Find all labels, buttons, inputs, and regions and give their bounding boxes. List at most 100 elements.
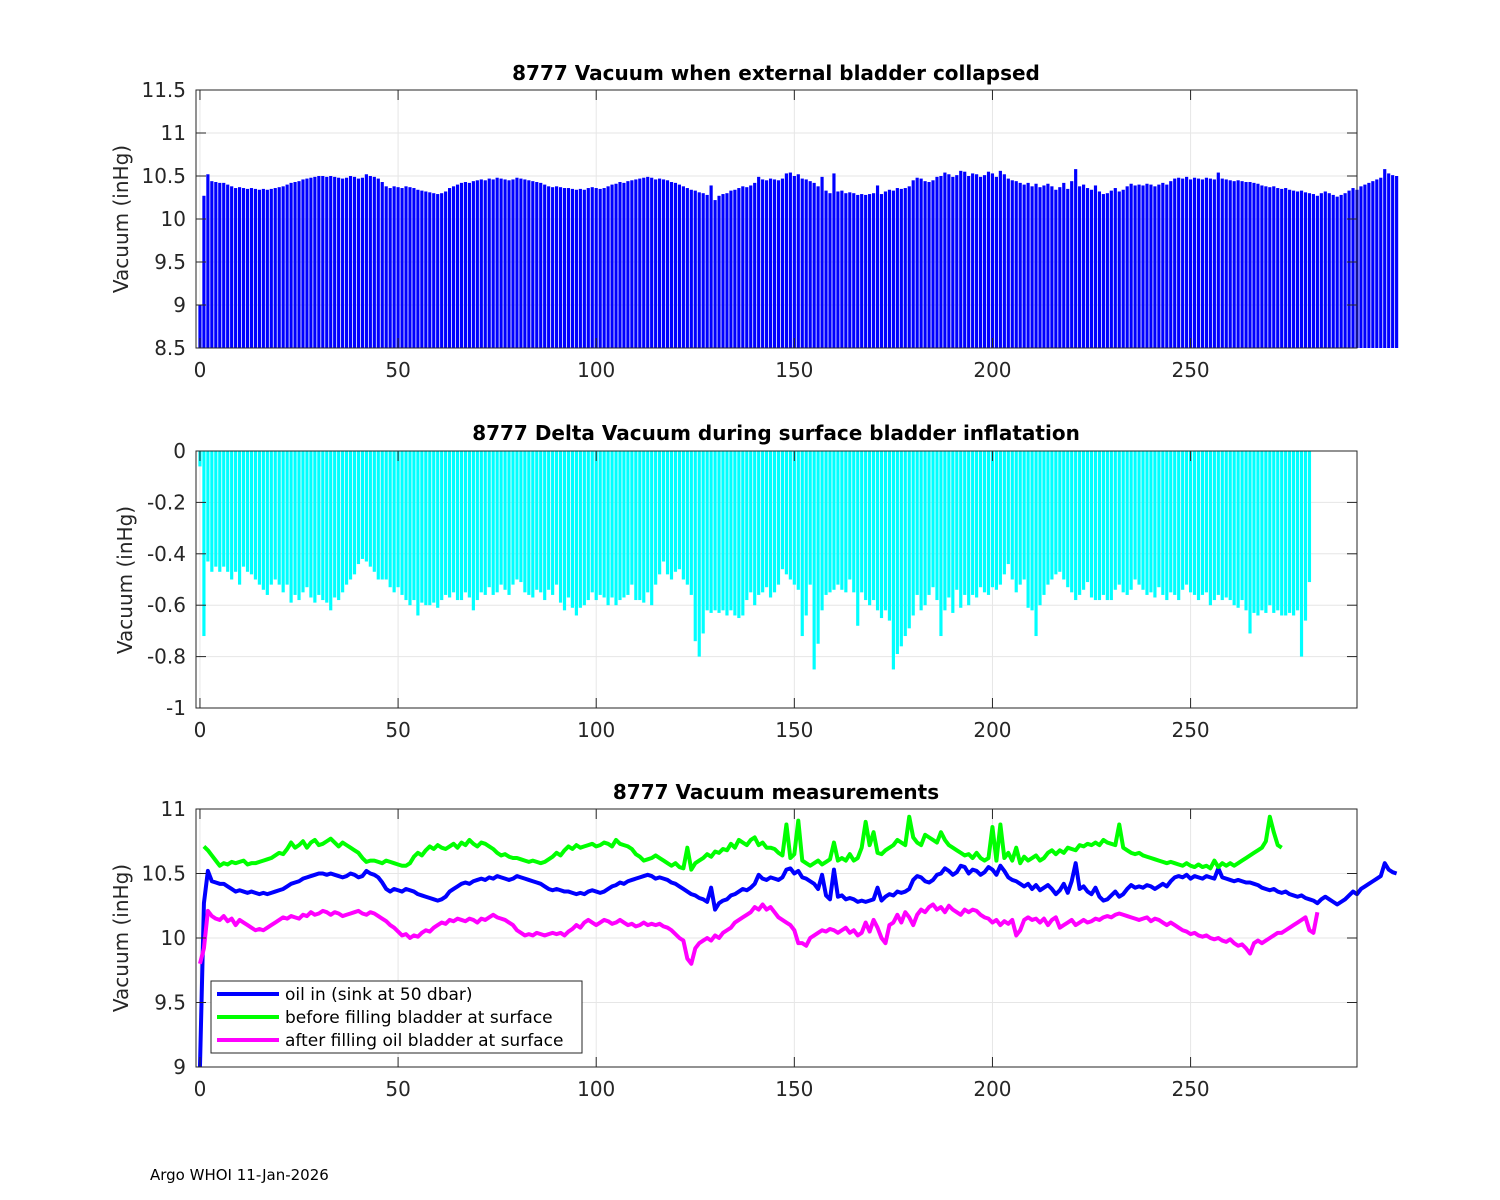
bar xyxy=(685,451,689,585)
bar xyxy=(297,451,301,601)
bar xyxy=(1137,184,1141,348)
y-tick-label: 8.5 xyxy=(154,336,186,360)
bar xyxy=(586,451,590,601)
bar xyxy=(582,451,586,606)
bar xyxy=(344,177,349,348)
bar xyxy=(448,451,452,598)
bar xyxy=(665,451,670,575)
bar xyxy=(531,451,535,598)
bar xyxy=(626,181,630,348)
bar xyxy=(1212,179,1216,348)
bar xyxy=(396,451,400,588)
bar xyxy=(459,182,464,348)
bar xyxy=(776,180,781,348)
bar xyxy=(903,451,907,637)
bar xyxy=(1256,451,1260,616)
bar xyxy=(796,451,800,590)
bar xyxy=(1185,451,1189,585)
bar xyxy=(364,451,368,562)
bar xyxy=(963,171,967,348)
bar xyxy=(1196,451,1201,601)
bar xyxy=(990,451,995,588)
x-tick-label: 150 xyxy=(775,1077,813,1101)
bar xyxy=(804,179,808,348)
bar xyxy=(1153,451,1157,598)
bar xyxy=(380,451,384,580)
bar xyxy=(400,188,404,348)
bar xyxy=(1232,181,1236,348)
bar xyxy=(1173,178,1177,348)
bar xyxy=(1006,451,1010,565)
bar xyxy=(1082,451,1086,590)
bar xyxy=(535,451,539,590)
bar xyxy=(753,182,757,348)
bar xyxy=(1117,191,1121,348)
bar xyxy=(903,188,907,348)
bar xyxy=(1074,451,1078,601)
bar xyxy=(1339,194,1343,348)
bar xyxy=(899,451,903,647)
bar xyxy=(919,451,923,611)
bar xyxy=(828,193,832,348)
bar xyxy=(1188,451,1193,593)
bar xyxy=(245,188,250,348)
bar xyxy=(689,451,693,595)
bar xyxy=(1177,177,1181,348)
bar xyxy=(935,176,939,348)
bar xyxy=(566,188,571,348)
bar xyxy=(1244,182,1248,348)
bar xyxy=(218,182,222,348)
bar xyxy=(1315,195,1319,348)
bar xyxy=(978,176,983,348)
bar xyxy=(253,451,258,580)
bar xyxy=(1145,451,1149,595)
bar xyxy=(1280,451,1284,616)
bar xyxy=(214,182,218,348)
y-tick-label: 0 xyxy=(173,439,186,463)
bar xyxy=(249,188,254,348)
bar xyxy=(1303,192,1308,348)
bar xyxy=(768,451,773,598)
bar xyxy=(765,180,769,348)
bar xyxy=(955,175,959,348)
bar xyxy=(860,451,864,593)
bar xyxy=(1232,451,1236,606)
bar xyxy=(1295,191,1300,348)
bar xyxy=(832,173,836,348)
bar xyxy=(1224,451,1228,598)
bar xyxy=(1042,451,1046,595)
bar xyxy=(1169,451,1173,593)
bar xyxy=(234,451,238,572)
bar xyxy=(808,451,812,585)
bar xyxy=(436,194,440,348)
bar xyxy=(780,451,785,570)
bar xyxy=(1109,190,1113,348)
bar xyxy=(333,451,337,598)
bar xyxy=(487,451,491,588)
bar xyxy=(1272,186,1276,348)
bar xyxy=(745,451,749,601)
y-tick-label: -0.2 xyxy=(147,490,186,514)
bar xyxy=(677,184,681,348)
bar xyxy=(356,451,361,565)
bar xyxy=(408,187,412,348)
bar xyxy=(368,176,372,348)
y-tick-label: 9.5 xyxy=(154,250,186,274)
bar xyxy=(376,451,380,580)
bar xyxy=(222,182,226,348)
bar xyxy=(1363,184,1367,348)
bar xyxy=(646,451,650,593)
bar xyxy=(701,193,705,348)
x-tick-label: 50 xyxy=(385,1077,410,1101)
bar xyxy=(1054,189,1058,348)
bar xyxy=(1109,451,1113,601)
bar xyxy=(523,179,527,348)
bar xyxy=(1228,180,1232,348)
bar xyxy=(967,451,971,606)
bar xyxy=(1078,451,1082,595)
x-tick-label: 0 xyxy=(194,1077,207,1101)
y-tick-label: 11.5 xyxy=(141,78,186,102)
bar xyxy=(875,185,880,348)
bar xyxy=(713,200,717,348)
